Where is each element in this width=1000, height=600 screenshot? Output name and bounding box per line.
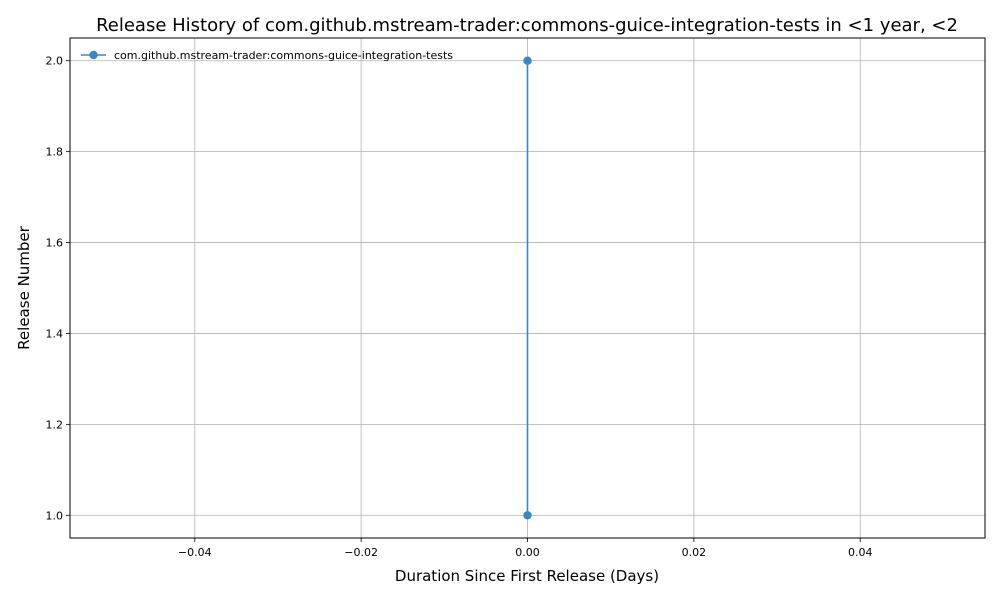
- x-tick-label: 0.04: [848, 546, 873, 559]
- x-tick-label: 0.00: [515, 546, 540, 559]
- x-axis-label: Duration Since First Release (Days): [395, 567, 659, 585]
- chart-title: Release History of com.github.mstream-tr…: [96, 15, 958, 36]
- y-axis-label: Release Number: [15, 225, 33, 349]
- legend-marker-swatch: [89, 50, 98, 60]
- legend-label: com.github.mstream-trader:commons-guice-…: [114, 49, 453, 62]
- data-point-marker: [523, 56, 532, 65]
- x-tick-label: 0.02: [682, 546, 707, 559]
- series-layer: [523, 56, 532, 520]
- legend: com.github.mstream-trader:commons-guice-…: [81, 49, 453, 62]
- y-tick-label: 1.8: [46, 146, 64, 159]
- y-tick-label: 1.0: [46, 509, 64, 522]
- y-axis-ticks: 1.0 1.2 1.4 1.6 1.8 2.0: [46, 55, 70, 522]
- y-tick-label: 1.2: [46, 418, 64, 431]
- x-tick-label: −0.04: [178, 546, 212, 559]
- x-axis-ticks: −0.04 −0.02 0.00 0.02 0.04: [178, 538, 873, 559]
- data-point-marker: [523, 511, 532, 520]
- x-tick-label: −0.02: [344, 546, 378, 559]
- y-tick-label: 1.4: [46, 327, 64, 340]
- y-tick-label: 2.0: [46, 55, 64, 68]
- y-tick-label: 1.6: [46, 237, 64, 250]
